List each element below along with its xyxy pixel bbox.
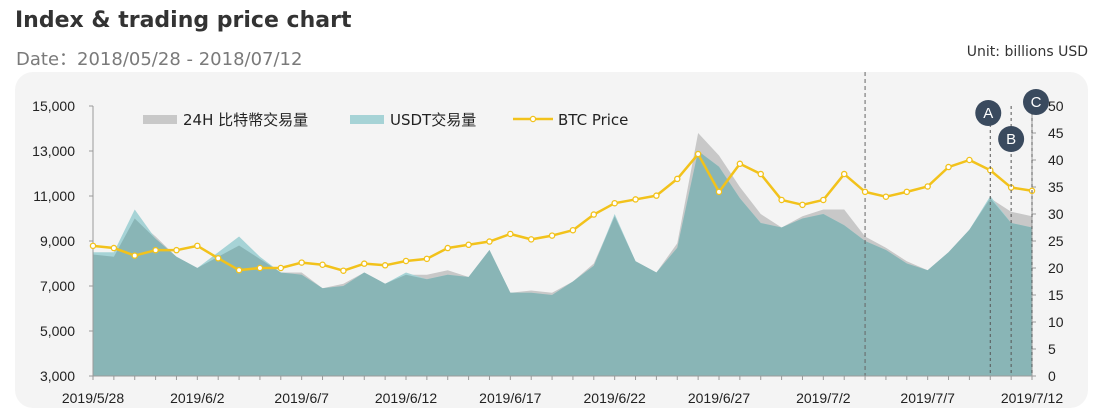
legend-label: USDT交易量 [390,111,476,129]
annotation-label-a: A [983,105,993,122]
annotation-badge-b [998,126,1025,152]
area-overlap [93,151,1032,376]
right-axis-tick-label: 30 [1048,206,1064,222]
btc-price-point [715,188,723,196]
btc-price-point [590,211,598,218]
btc-price-point [611,199,618,207]
btc-price-point [945,163,952,171]
btc-price-point [194,242,201,250]
left-axis-tick-label: 15,000 [32,98,75,114]
annotation-badge-c [1023,89,1049,115]
right-axis-tick-label: 5 [1048,341,1056,357]
btc-price-point [924,183,931,190]
left-axis-tick-label: 5,000 [40,323,75,339]
right-axis-tick-label: 35 [1048,179,1064,195]
btc-price-point [152,246,159,254]
btc-price-point [256,264,264,272]
btc-price-point [444,244,451,252]
right-axis-tick-label: 15 [1048,287,1064,303]
line-layer [89,150,1036,274]
btc-price-point [131,252,138,259]
annotation-markers: AB C [975,89,1049,376]
left-axis-tick-label: 9,000 [40,233,75,249]
x-axis-tick-label: 2019/6/22 [584,390,646,406]
btc-price-point [173,246,180,254]
btc-price-point [903,188,911,196]
x-axis-tick-label: 2019/6/2 [170,390,225,406]
right-axis-tick-label: 50 [1048,98,1064,114]
btc-price-point [340,267,347,274]
x-axis-tick-label: 2019/7/12 [1001,390,1063,406]
btc-price-point [277,264,285,272]
btc-price-point [486,238,493,245]
right-axis-tick-label: 45 [1048,125,1064,141]
annotation-label-c: C [1031,94,1042,111]
x-axis-tick-label: 2019/5/28 [62,390,124,406]
right-axis-tick-label: 0 [1048,368,1056,384]
btc-price-point [235,266,243,274]
btc-price-point [694,150,702,158]
x-axis-tick-label: 2019/6/17 [479,390,541,406]
btc-price-point [757,170,764,178]
right-axis-tick-label: 25 [1048,233,1064,249]
chart-title: Index & trading price chart [15,8,352,33]
annotation-badge-a [975,100,1002,126]
btc-price-point [465,241,472,249]
btc-price-point [89,242,97,250]
btc-price-point [778,196,785,204]
btc-price-point [507,230,514,238]
btc-price-point [674,175,681,183]
right-axis-tick-label: 20 [1048,260,1064,276]
unit-label: Unit: billions USD [966,44,1088,60]
x-axis-tick-label: 2019/6/12 [375,390,437,406]
legend: 24H 比特幣交易量 USDT交易量 BTC Price [143,111,628,129]
btc-price-point [799,201,806,209]
legend-swatch-24h-volume [143,115,177,124]
right-axis-tick-label: 40 [1048,152,1064,168]
x-axis-tick-label: 2019/7/2 [796,390,851,406]
legend-swatch-usdt-volume [350,115,384,124]
btc-price-point [319,261,326,269]
x-axis-tick-label: 2019/7/7 [900,390,955,406]
btc-price-point [423,255,431,263]
annotation-label-b: B [1006,131,1016,148]
area-layer [93,133,1032,376]
btc-price-point [298,259,305,266]
chart-date-range: Date：2018/05/28 - 2018/07/12 [16,49,303,70]
btc-price-point [527,236,535,243]
btc-price-point [402,257,410,265]
btc-price-point [548,232,556,239]
left-axis-tick-label: 3,000 [40,368,75,384]
btc-price-point [110,244,118,252]
left-axis-tick-label: 7,000 [40,278,75,294]
x-axis-tick-label: 2019/6/7 [274,390,329,406]
btc-price-point [214,255,222,262]
btc-price-point [653,192,660,199]
btc-price-point [736,160,744,168]
btc-price-point [840,170,848,178]
legend-swatch-btc-price-point [529,115,537,123]
left-axis-tick-label: 13,000 [32,143,75,159]
btc-price-point [861,188,869,196]
right-axis-tick-label: 10 [1048,314,1064,330]
legend-label: BTC Price [558,111,628,129]
btc-price-point [632,196,639,203]
btc-price-point [569,226,577,234]
legend-label: 24H 比特幣交易量 [183,111,308,129]
btc-price-point [882,193,890,200]
btc-price-point [381,262,389,269]
btc-price-line [92,152,1033,272]
btc-price-point [361,260,368,267]
btc-price-point [820,196,827,204]
x-axis-tick-label: 2019/6/27 [688,390,750,406]
left-axis-tick-label: 11,000 [33,188,75,204]
btc-price-point [966,156,973,164]
